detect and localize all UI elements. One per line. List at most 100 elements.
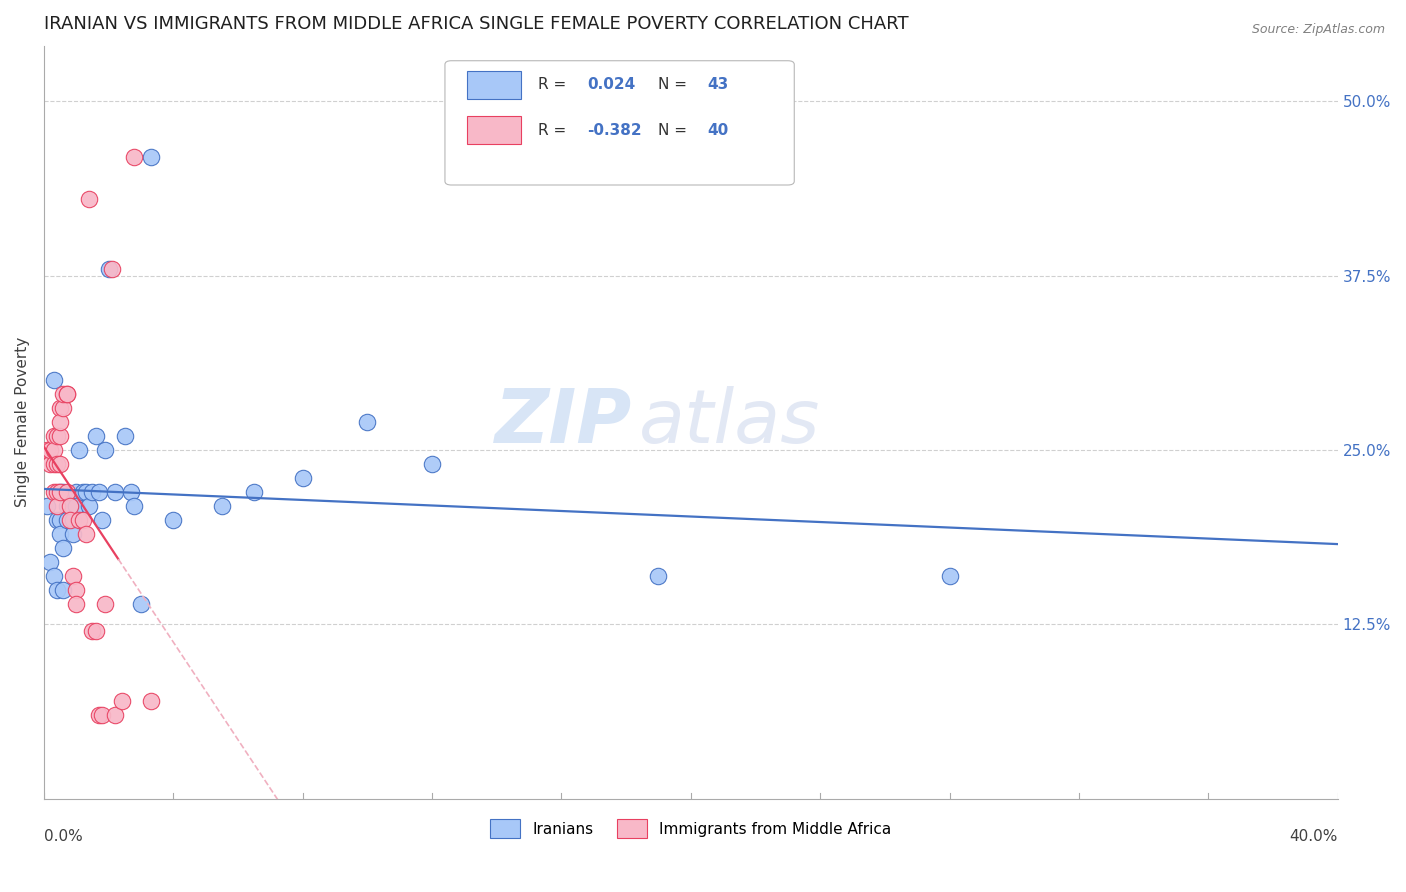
Point bbox=[75, 526, 97, 541]
Point bbox=[49, 415, 72, 429]
Text: 43: 43 bbox=[707, 78, 728, 93]
Point bbox=[37, 499, 59, 513]
Point bbox=[120, 485, 142, 500]
Point bbox=[42, 457, 65, 471]
Point bbox=[45, 457, 67, 471]
Point bbox=[420, 457, 443, 471]
Point bbox=[45, 582, 67, 597]
Point bbox=[69, 443, 91, 458]
Text: ZIP: ZIP bbox=[495, 385, 633, 458]
Point bbox=[42, 373, 65, 387]
Point bbox=[124, 499, 146, 513]
Point bbox=[104, 708, 127, 723]
Point bbox=[75, 485, 97, 500]
Text: 0.0%: 0.0% bbox=[44, 829, 83, 844]
Point bbox=[84, 429, 107, 443]
Text: 40.0%: 40.0% bbox=[1289, 829, 1337, 844]
Text: R =: R = bbox=[538, 78, 571, 93]
Point bbox=[55, 387, 77, 401]
Point bbox=[110, 694, 132, 708]
Point bbox=[97, 261, 120, 276]
Point bbox=[45, 513, 67, 527]
Bar bbox=[467, 116, 522, 145]
Text: -0.382: -0.382 bbox=[588, 122, 643, 137]
Point bbox=[59, 499, 82, 513]
Point bbox=[52, 401, 75, 416]
Point bbox=[69, 513, 91, 527]
Point bbox=[72, 485, 94, 500]
Point bbox=[45, 485, 67, 500]
Point bbox=[42, 485, 65, 500]
Text: 0.024: 0.024 bbox=[588, 78, 636, 93]
Point bbox=[52, 582, 75, 597]
Point bbox=[52, 541, 75, 555]
Point bbox=[45, 429, 67, 443]
Point bbox=[42, 429, 65, 443]
Point bbox=[55, 387, 77, 401]
Point bbox=[65, 485, 87, 500]
Point bbox=[211, 499, 233, 513]
Point bbox=[55, 499, 77, 513]
Point bbox=[94, 443, 117, 458]
Point bbox=[49, 485, 72, 500]
Point bbox=[82, 485, 104, 500]
Point bbox=[129, 597, 152, 611]
Text: IRANIAN VS IMMIGRANTS FROM MIDDLE AFRICA SINGLE FEMALE POVERTY CORRELATION CHART: IRANIAN VS IMMIGRANTS FROM MIDDLE AFRICA… bbox=[44, 15, 908, 33]
Text: 40: 40 bbox=[707, 122, 728, 137]
Text: R =: R = bbox=[538, 122, 571, 137]
Text: Source: ZipAtlas.com: Source: ZipAtlas.com bbox=[1251, 23, 1385, 37]
Point bbox=[65, 597, 87, 611]
Point bbox=[49, 485, 72, 500]
Point bbox=[243, 485, 266, 500]
Point bbox=[84, 624, 107, 639]
Point bbox=[124, 150, 146, 164]
Point bbox=[87, 485, 110, 500]
Point bbox=[59, 499, 82, 513]
FancyBboxPatch shape bbox=[444, 61, 794, 185]
Point bbox=[52, 387, 75, 401]
Point bbox=[39, 443, 62, 458]
Point bbox=[87, 708, 110, 723]
Point bbox=[139, 694, 162, 708]
Text: atlas: atlas bbox=[638, 386, 820, 458]
Point bbox=[139, 150, 162, 164]
Point bbox=[55, 513, 77, 527]
Point bbox=[49, 526, 72, 541]
Point bbox=[647, 568, 669, 582]
Legend: Iranians, Immigrants from Middle Africa: Iranians, Immigrants from Middle Africa bbox=[484, 814, 898, 844]
Point bbox=[39, 555, 62, 569]
Point bbox=[42, 568, 65, 582]
Point bbox=[356, 415, 378, 429]
Point bbox=[62, 513, 84, 527]
Point bbox=[49, 401, 72, 416]
Point bbox=[62, 526, 84, 541]
Point bbox=[77, 499, 100, 513]
Point bbox=[65, 582, 87, 597]
Text: N =: N = bbox=[658, 78, 692, 93]
Point bbox=[59, 513, 82, 527]
Point bbox=[91, 513, 114, 527]
Point bbox=[291, 471, 314, 485]
Point bbox=[72, 513, 94, 527]
Point bbox=[104, 485, 127, 500]
Point bbox=[65, 499, 87, 513]
Point bbox=[49, 513, 72, 527]
Point bbox=[101, 261, 124, 276]
Point bbox=[49, 429, 72, 443]
Y-axis label: Single Female Poverty: Single Female Poverty bbox=[15, 337, 30, 508]
Point bbox=[49, 457, 72, 471]
Point bbox=[82, 624, 104, 639]
Point bbox=[938, 568, 960, 582]
Bar bbox=[467, 70, 522, 99]
Point bbox=[114, 429, 136, 443]
Point bbox=[77, 192, 100, 206]
Point bbox=[39, 457, 62, 471]
Point bbox=[94, 597, 117, 611]
Point bbox=[162, 513, 184, 527]
Point bbox=[55, 485, 77, 500]
Point bbox=[42, 443, 65, 458]
Point bbox=[91, 708, 114, 723]
Point bbox=[52, 485, 75, 500]
Point bbox=[37, 443, 59, 458]
Text: N =: N = bbox=[658, 122, 692, 137]
